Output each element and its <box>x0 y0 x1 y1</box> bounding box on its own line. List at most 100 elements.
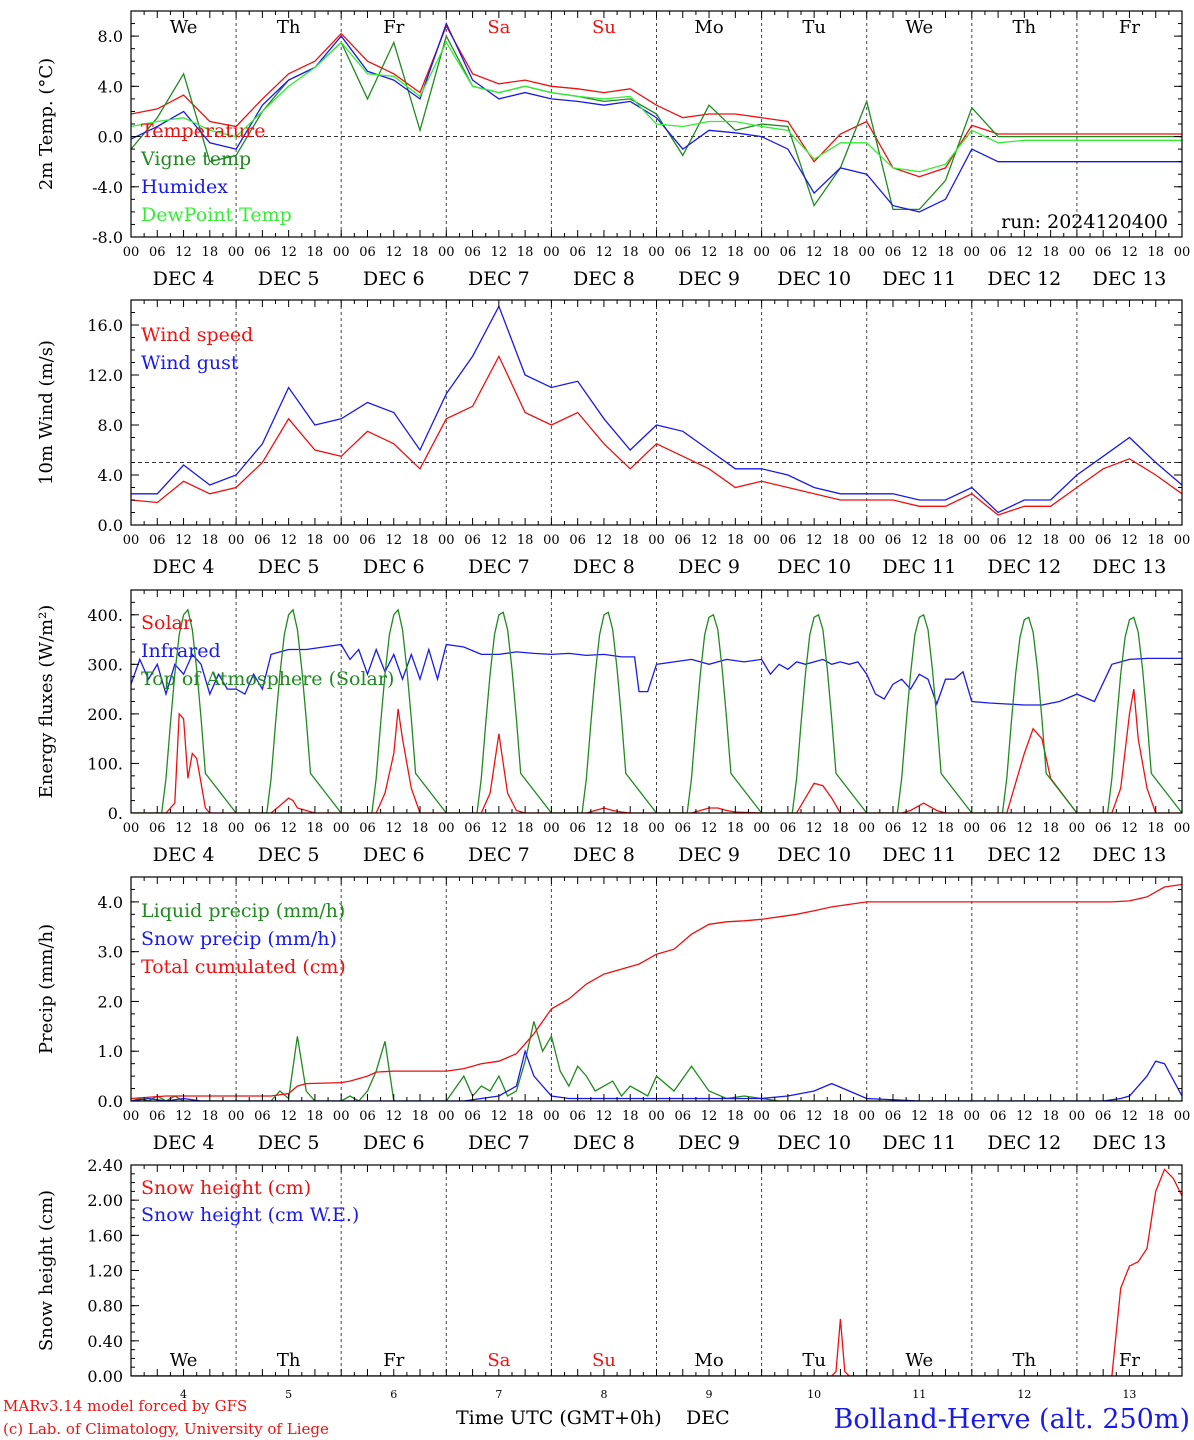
y-tick-label: 3.0 <box>98 943 123 962</box>
weekday-label: Fr <box>1119 1350 1140 1371</box>
hour-tick-label: 12 <box>385 1109 402 1124</box>
date-label: DEC 13 <box>1093 556 1167 578</box>
series-line-total-cumulated-cm- <box>131 883 1182 1100</box>
weekday-label: Th <box>277 1350 301 1371</box>
hour-tick-label: 18 <box>517 245 534 260</box>
hour-tick-label: 00 <box>438 245 455 260</box>
date-label: DEC 8 <box>573 844 635 866</box>
day-number-label: 13 <box>1122 1388 1136 1401</box>
hour-tick-label: 00 <box>858 245 875 260</box>
hour-tick-label: 12 <box>280 821 297 836</box>
hour-tick-label: 00 <box>1174 821 1191 836</box>
hour-tick-label: 12 <box>911 821 928 836</box>
hour-tick-label: 18 <box>1147 1109 1164 1124</box>
panel-frame <box>130 299 1183 526</box>
hour-tick-label: 06 <box>990 1109 1007 1124</box>
hour-tick-label: 00 <box>648 533 665 548</box>
hour-tick-label: 00 <box>753 1109 770 1124</box>
series-line-solar <box>131 688 1182 813</box>
hour-tick-label: 00 <box>1174 533 1191 548</box>
y-tick-label: 0.0 <box>98 516 123 535</box>
y-axis-label: 2m Temp. (°C) <box>36 58 57 190</box>
hour-tick-label: 00 <box>964 1109 981 1124</box>
hour-tick-label: 18 <box>202 245 219 260</box>
legend-entry: Wind gust <box>141 352 239 374</box>
hour-tick-label: 06 <box>675 821 692 836</box>
hour-tick-label: 06 <box>569 821 586 836</box>
series-line-vigne-temp <box>131 34 1182 211</box>
hour-tick-label: 06 <box>569 1109 586 1124</box>
hour-tick-label: 00 <box>543 245 560 260</box>
hour-tick-label: 12 <box>701 821 718 836</box>
hour-tick-label: 12 <box>175 821 192 836</box>
weekday-label: Fr <box>383 17 404 38</box>
date-label: DEC 11 <box>882 268 956 290</box>
hour-tick-label: 12 <box>701 245 718 260</box>
hour-tick-label: 00 <box>1069 533 1086 548</box>
legend-entry: Top of Atmosphere (Solar) <box>141 668 394 690</box>
weekday-label: We <box>905 1350 933 1371</box>
series-group <box>131 608 1182 813</box>
hour-tick-label: 06 <box>990 245 1007 260</box>
hour-tick-label: 00 <box>858 533 875 548</box>
hour-tick-label: 00 <box>1069 245 1086 260</box>
hour-tick-label: 06 <box>1095 245 1112 260</box>
date-label: DEC 10 <box>777 844 851 866</box>
y-axis-label: Snow height (cm) <box>36 1190 57 1351</box>
hour-tick-label: 12 <box>806 245 823 260</box>
hour-tick-label: 00 <box>964 533 981 548</box>
legend-entry: Snow height (cm) <box>141 1177 311 1199</box>
y-tick-label: 0. <box>108 804 123 823</box>
run-annotation: run: 2024120400 <box>1001 211 1168 233</box>
hour-tick-label: 18 <box>517 821 534 836</box>
hour-tick-label: 12 <box>911 533 928 548</box>
date-label: DEC 4 <box>153 268 215 290</box>
date-label: DEC 7 <box>468 844 530 866</box>
hour-tick-label: 06 <box>254 1109 271 1124</box>
hour-tick-label: 00 <box>438 533 455 548</box>
hour-tick-label: 06 <box>1095 1109 1112 1124</box>
hour-tick-label: 00 <box>228 821 245 836</box>
hour-tick-label: 18 <box>937 533 954 548</box>
date-label: DEC 8 <box>573 556 635 578</box>
day-number-label: 8 <box>600 1388 607 1401</box>
hour-tick-label: 18 <box>622 1109 639 1124</box>
y-tick-label: -4.0 <box>92 178 123 197</box>
date-label: DEC 4 <box>153 844 215 866</box>
weekday-label: Fr <box>1119 17 1140 38</box>
hour-tick-label: 12 <box>175 533 192 548</box>
hour-tick-label: 18 <box>1042 1109 1059 1124</box>
hour-tick-label: 18 <box>727 245 744 260</box>
date-label: DEC 13 <box>1093 1132 1167 1154</box>
weekday-label: Sa <box>487 1350 510 1371</box>
y-tick-label: 400. <box>87 606 123 625</box>
day-number-label: 7 <box>495 1388 502 1401</box>
hour-tick-label: 18 <box>832 1109 849 1124</box>
date-label: DEC 12 <box>987 268 1061 290</box>
day-number-label: 9 <box>706 1388 713 1401</box>
hour-tick-label: 06 <box>675 1109 692 1124</box>
hour-tick-label: 12 <box>280 1109 297 1124</box>
series-line-wind-speed <box>131 354 1182 516</box>
hour-tick-label: 18 <box>412 533 429 548</box>
hour-tick-label: 18 <box>1147 821 1164 836</box>
y-tick-label: 2.40 <box>87 1156 123 1175</box>
legend-entry: Total cumulated (cm) <box>141 956 346 978</box>
y-tick-label: 2.00 <box>87 1191 123 1210</box>
panels-group: -8.0 -4.0 0.0 4.0 8.0 2m Temp. (°C) Temperatur… <box>36 10 1191 1401</box>
legend-entry: Liquid precip (mm/h) <box>141 900 345 922</box>
hour-tick-label: 06 <box>780 1109 797 1124</box>
weekday-label: We <box>170 1350 198 1371</box>
hour-tick-label: 00 <box>648 821 665 836</box>
hour-tick-label: 18 <box>937 245 954 260</box>
weekday-label: Th <box>1013 17 1037 38</box>
hour-tick-label: 12 <box>1016 245 1033 260</box>
hour-tick-label: 12 <box>911 1109 928 1124</box>
panel-3: 0. 100. 200. 300. 400. Energy fluxes (W/m²) So… <box>36 589 1191 866</box>
hour-tick-label: 18 <box>412 1109 429 1124</box>
hour-tick-label: 12 <box>491 1109 508 1124</box>
hour-tick-label: 12 <box>1121 821 1138 836</box>
hour-tick-label: 18 <box>727 1109 744 1124</box>
day-number-label: 6 <box>390 1388 397 1401</box>
hour-tick-label: 12 <box>911 245 928 260</box>
